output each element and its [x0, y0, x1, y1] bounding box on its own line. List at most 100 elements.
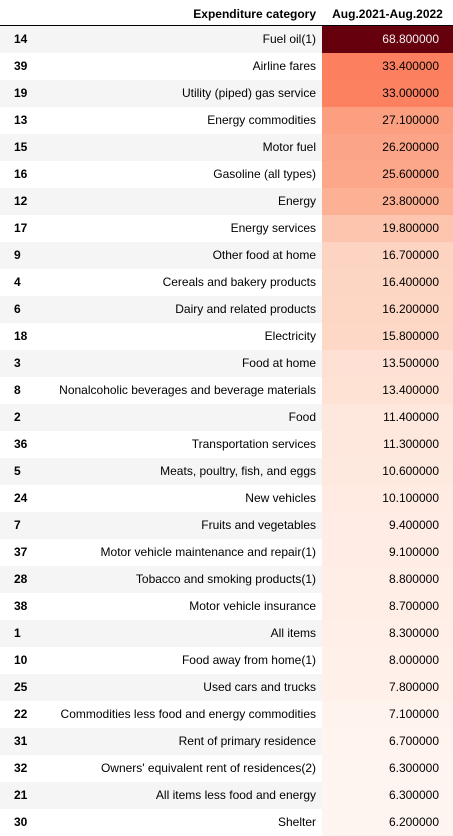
row-index: 21 [14, 788, 28, 802]
table-row: 1 All items 8.300000 [0, 619, 453, 647]
row-index: 12 [14, 194, 28, 208]
table-row: 12 Energy 23.800000 [0, 187, 453, 215]
table-row: 25 Used cars and trucks 7.800000 [0, 673, 453, 701]
row-value-cell: 19.800000 [322, 214, 453, 242]
row-index: 15 [14, 140, 28, 154]
row-category: Fuel oil(1) [262, 32, 316, 47]
row-category: Shelter [277, 815, 316, 829]
row-category: Meats, poultry, fish, and eggs [160, 464, 316, 478]
row-value-cell: 8.300000 [322, 619, 453, 647]
row-value-cell: 7.100000 [322, 700, 453, 728]
row-value-cell: 33.000000 [322, 79, 453, 107]
table-row: 31 Rent of primary residence 6.700000 [0, 727, 453, 755]
row-category: Food [288, 410, 316, 424]
table-row: 14 Fuel oil(1) 68.800000 [0, 25, 453, 53]
table-row: 22 Commodities less food and energy commo… [0, 700, 453, 728]
table-row: 28 Tobacco and smoking products(1) 8.80000… [0, 565, 453, 593]
table-row: 18 Electricity 15.800000 [0, 322, 453, 350]
row-category: Used cars and trucks [203, 680, 316, 694]
table-row: 21 All items less food and energy 6.300000 [0, 781, 453, 809]
row-value-cell: 8.700000 [322, 592, 453, 620]
row-index: 38 [14, 599, 28, 613]
row-index: 8 [14, 383, 21, 397]
row-index: 17 [14, 221, 28, 235]
row-value-cell: 8.000000 [322, 646, 453, 674]
table-row: 36 Transportation services 11.300000 [0, 430, 453, 458]
row-category: Rent of primary residence [178, 734, 316, 748]
table-row: 4 Cereals and bakery products 16.400000 [0, 268, 453, 296]
row-value-cell: 6.700000 [322, 727, 453, 755]
table-row: 8 Nonalcoholic beverages and beverage mat… [0, 376, 453, 404]
row-value-cell: 7.800000 [322, 673, 453, 701]
row-category: Electricity [264, 329, 316, 343]
row-category: Other food at home [212, 248, 316, 262]
row-value-cell: 25.600000 [322, 160, 453, 188]
table-row: 30 Shelter 6.200000 [0, 808, 453, 836]
row-category: Food away from home(1) [181, 653, 316, 667]
row-category: Tobacco and smoking products(1) [135, 572, 316, 586]
table-row: 19 Utility (piped) gas service 33.000000 [0, 79, 453, 107]
row-value-cell: 6.300000 [322, 754, 453, 782]
row-value-cell: 16.400000 [322, 268, 453, 296]
row-value-cell: 23.800000 [322, 187, 453, 215]
row-category: New vehicles [245, 491, 316, 505]
row-index: 1 [14, 626, 21, 640]
row-category: Motor fuel [262, 140, 316, 154]
row-category: Motor vehicle maintenance and repair(1) [100, 545, 316, 559]
row-category: Energy [277, 194, 316, 208]
row-category: Commodities less food and energy commodi… [60, 707, 316, 721]
row-index: 36 [14, 437, 28, 451]
table-row: 13 Energy commodities 27.100000 [0, 106, 453, 134]
row-index: 31 [14, 734, 28, 748]
row-index: 37 [14, 545, 28, 559]
row-category: Transportation services [191, 437, 316, 451]
row-category: Motor vehicle insurance [189, 599, 316, 613]
row-value-cell: 9.400000 [322, 511, 453, 539]
row-value-cell: 13.400000 [322, 376, 453, 404]
row-index: 24 [14, 491, 28, 505]
table-row: 9 Other food at home 16.700000 [0, 241, 453, 269]
table-row: 10 Food away from home(1) 8.000000 [0, 646, 453, 674]
row-value-cell: 6.200000 [322, 808, 453, 836]
row-index: 2 [14, 410, 21, 424]
table-row: 2 Food 11.400000 [0, 403, 453, 431]
row-value-cell: 16.700000 [322, 241, 453, 269]
row-category: Cereals and bakery products [162, 275, 316, 289]
row-index: 39 [14, 59, 28, 73]
row-index: 9 [14, 248, 21, 262]
row-category: Owners' equivalent rent of residences(2) [100, 761, 316, 775]
table-row: 24 New vehicles 10.100000 [0, 484, 453, 512]
row-category: All items [270, 626, 316, 640]
table-row: 6 Dairy and related products 16.200000 [0, 295, 453, 323]
table-row: 16 Gasoline (all types) 25.600000 [0, 160, 453, 188]
row-value-cell: 16.200000 [322, 295, 453, 323]
row-value-cell: 11.300000 [322, 430, 453, 458]
row-value-cell: 27.100000 [322, 106, 453, 134]
row-index: 32 [14, 761, 28, 775]
table-row: 17 Energy services 19.800000 [0, 214, 453, 242]
row-index: 28 [14, 572, 28, 586]
table-row: 5 Meats, poultry, fish, and eggs 10.600000 [0, 457, 453, 485]
table-body: 14 Fuel oil(1) 68.800000 39 Airline fares 33.… [0, 25, 453, 836]
value-header: Aug.2021-Aug.2022 [322, 0, 453, 26]
row-index: 3 [14, 356, 21, 370]
row-category: Energy commodities [207, 113, 316, 127]
row-value-cell: 13.500000 [322, 349, 453, 377]
table-row: 39 Airline fares 33.400000 [0, 52, 453, 80]
table-row: 32 Owners' equivalent rent of residences(… [0, 754, 453, 782]
row-category: Fruits and vegetables [201, 518, 316, 532]
row-value-cell: 8.800000 [322, 565, 453, 593]
row-value-cell: 9.100000 [322, 538, 453, 566]
row-index: 30 [14, 815, 28, 829]
row-index: 13 [14, 113, 28, 127]
row-category: Utility (piped) gas service [181, 86, 316, 100]
table-row: 37 Motor vehicle maintenance and repair(1… [0, 538, 453, 566]
table-row: 3 Food at home 13.500000 [0, 349, 453, 377]
row-value-cell: 6.300000 [322, 781, 453, 809]
row-category: Gasoline (all types) [213, 167, 316, 181]
row-index: 6 [14, 302, 21, 316]
row-index: 19 [14, 86, 28, 100]
row-category: Nonalcoholic beverages and beverage mate… [59, 383, 316, 397]
row-category: All items less food and energy [155, 788, 316, 802]
